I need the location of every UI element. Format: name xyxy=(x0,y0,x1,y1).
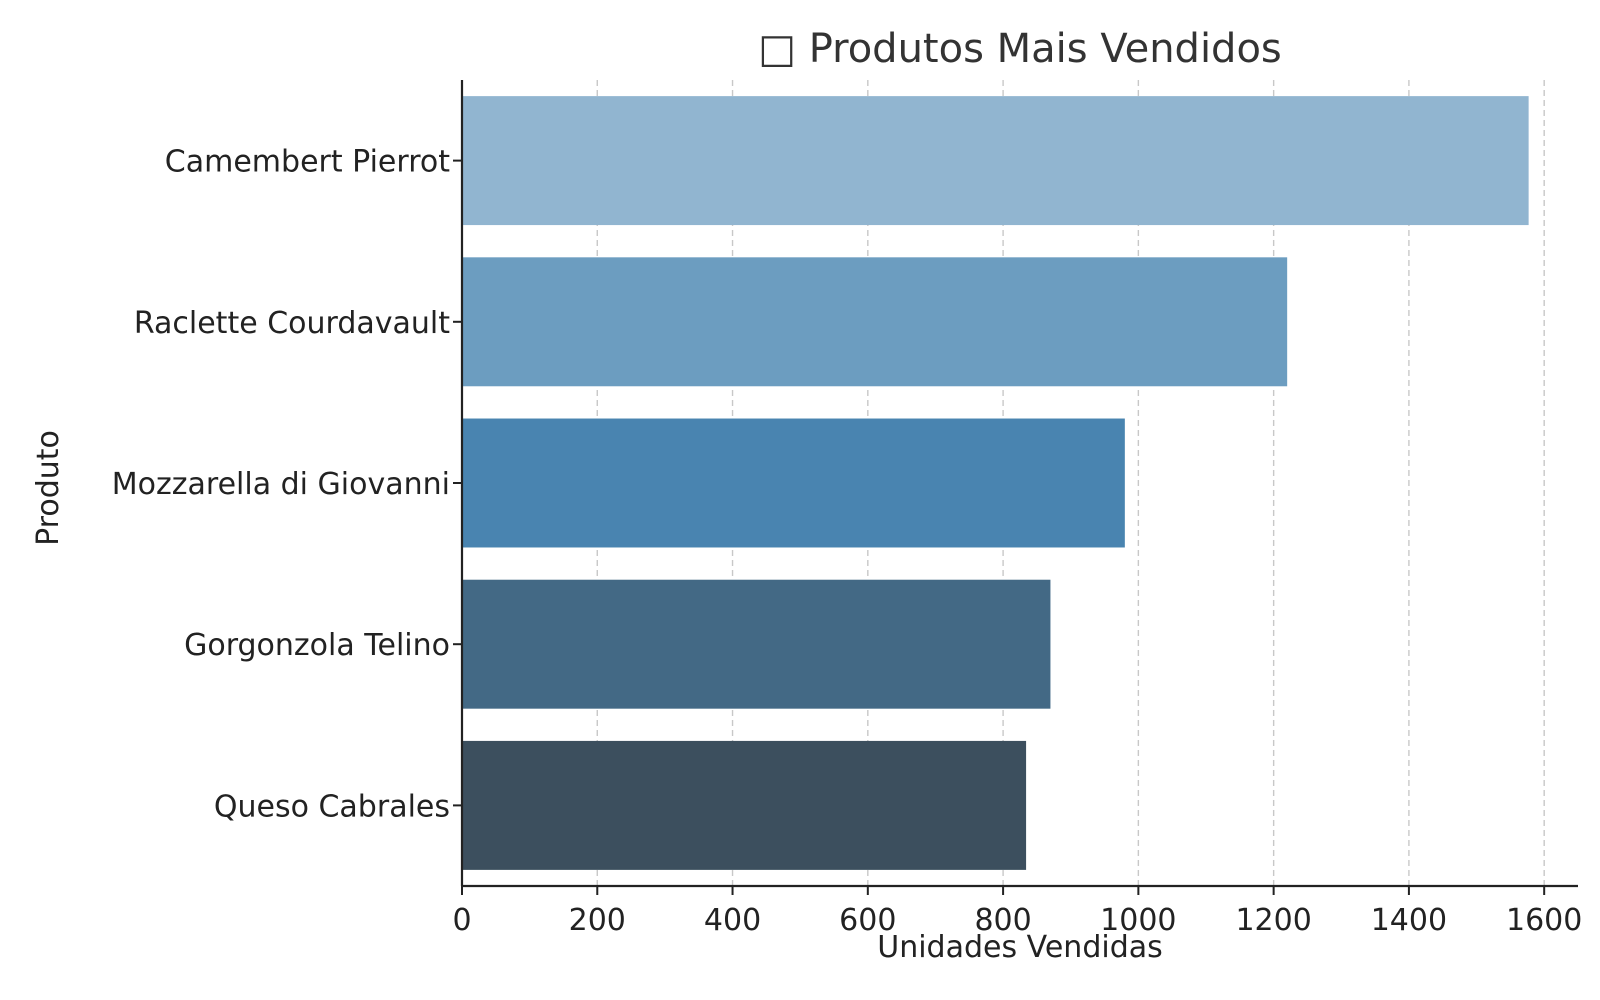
x-tick-label: 400 xyxy=(704,903,761,938)
y-tick-label: Camembert Pierrot xyxy=(165,145,450,180)
y-tick-label: Mozzarella di Giovanni xyxy=(112,467,450,502)
y-tick-label: Raclette Courdavault xyxy=(134,306,450,341)
ticks: 0 200 400 600 800 1000 1200 1400 1600 Camembert P… xyxy=(112,145,1583,938)
bar xyxy=(462,579,1051,709)
x-axis-label: Unidades Vendidas xyxy=(877,930,1163,965)
y-axis-label: Produto xyxy=(31,430,66,546)
x-tick-label: 1600 xyxy=(1506,903,1582,938)
x-tick-label: 600 xyxy=(839,903,896,938)
bar xyxy=(462,418,1125,548)
bar xyxy=(462,257,1288,387)
bar xyxy=(462,96,1529,226)
y-tick-label: Gorgonzola Telino xyxy=(184,628,450,663)
chart-title: □ Produtos Mais Vendidos xyxy=(758,26,1282,72)
x-tick-label: 800 xyxy=(974,903,1031,938)
x-tick-label: 1000 xyxy=(1100,903,1176,938)
x-tick-label: 1200 xyxy=(1235,903,1311,938)
y-tick-label: Queso Cabrales xyxy=(214,789,450,824)
x-tick-label: 200 xyxy=(569,903,626,938)
x-tick-label: 0 xyxy=(452,903,471,938)
x-tick-label: 1400 xyxy=(1371,903,1447,938)
bar xyxy=(462,740,1027,870)
bars xyxy=(462,96,1529,870)
